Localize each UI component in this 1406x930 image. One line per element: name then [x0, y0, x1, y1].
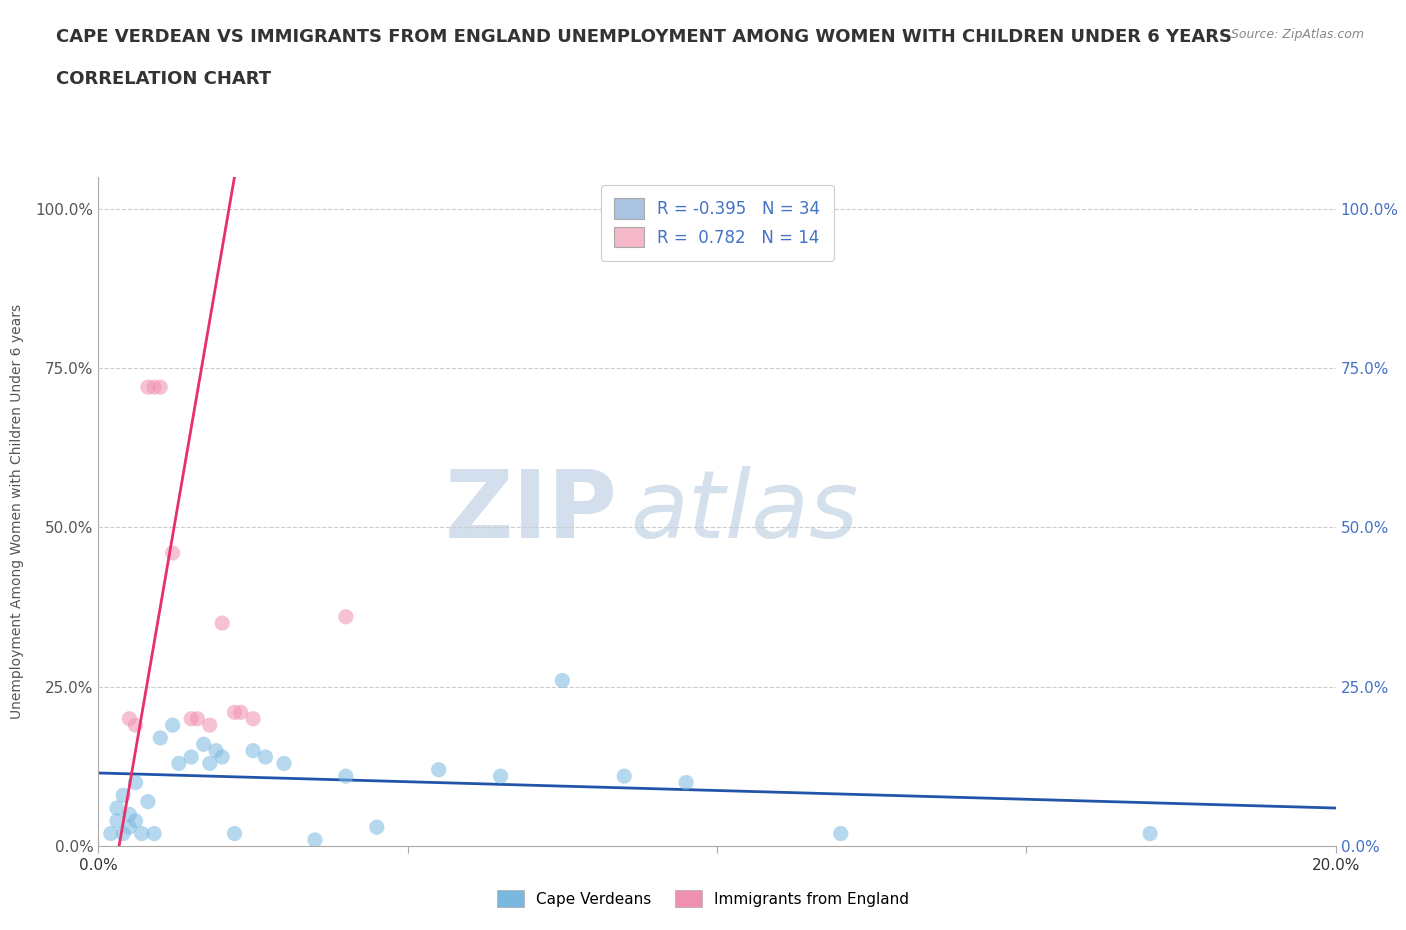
Text: atlas: atlas: [630, 466, 859, 557]
Point: [335, 769, 357, 784]
Point: [143, 826, 166, 841]
Point: [105, 814, 128, 829]
Legend: R = -0.395   N = 34, R =  0.782   N = 14: R = -0.395 N = 34, R = 0.782 N = 14: [600, 185, 834, 260]
Point: [118, 819, 141, 834]
Point: [118, 807, 141, 822]
Point: [335, 609, 357, 624]
Point: [242, 743, 264, 758]
Legend: Cape Verdeans, Immigrants from England: Cape Verdeans, Immigrants from England: [491, 884, 915, 913]
Text: Source: ZipAtlas.com: Source: ZipAtlas.com: [1230, 28, 1364, 41]
Point: [242, 711, 264, 726]
Point: [136, 794, 159, 809]
Point: [551, 673, 574, 688]
Point: [143, 379, 166, 394]
Point: [149, 379, 172, 394]
Point: [112, 826, 135, 841]
Point: [304, 832, 326, 847]
Point: [366, 819, 388, 834]
Point: [124, 775, 146, 790]
Point: [162, 546, 184, 561]
Point: [186, 711, 208, 726]
Point: [180, 711, 202, 726]
Point: [180, 750, 202, 764]
Point: [112, 788, 135, 803]
Y-axis label: Unemployment Among Women with Children Under 6 years: Unemployment Among Women with Children U…: [10, 304, 24, 719]
Point: [427, 763, 450, 777]
Point: [167, 756, 190, 771]
Point: [205, 743, 228, 758]
Point: [118, 711, 141, 726]
Point: [211, 616, 233, 631]
Point: [224, 826, 246, 841]
Point: [1139, 826, 1161, 841]
Point: [229, 705, 252, 720]
Point: [198, 718, 221, 733]
Point: [198, 756, 221, 771]
Point: [124, 718, 146, 733]
Point: [224, 705, 246, 720]
Point: [254, 750, 277, 764]
Point: [489, 769, 512, 784]
Point: [162, 718, 184, 733]
Point: [273, 756, 295, 771]
Text: ZIP: ZIP: [446, 466, 619, 557]
Point: [211, 750, 233, 764]
Point: [193, 737, 215, 751]
Point: [613, 769, 636, 784]
Text: CORRELATION CHART: CORRELATION CHART: [56, 70, 271, 87]
Point: [124, 814, 146, 829]
Point: [105, 801, 128, 816]
Point: [675, 775, 697, 790]
Text: CAPE VERDEAN VS IMMIGRANTS FROM ENGLAND UNEMPLOYMENT AMONG WOMEN WITH CHILDREN U: CAPE VERDEAN VS IMMIGRANTS FROM ENGLAND …: [56, 28, 1232, 46]
Point: [100, 826, 122, 841]
Point: [131, 826, 153, 841]
Point: [830, 826, 852, 841]
Point: [136, 379, 159, 394]
Point: [149, 730, 172, 745]
